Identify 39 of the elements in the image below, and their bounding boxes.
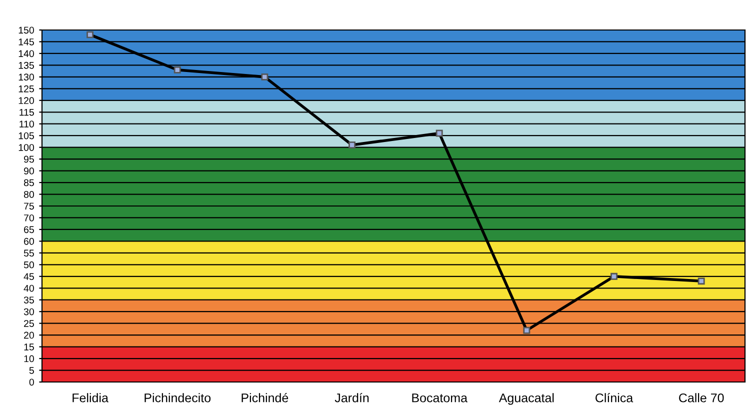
y-tick-label: 50 — [24, 261, 34, 268]
y-tick-label: 45 — [24, 273, 34, 280]
x-tick-label: Clínica — [596, 392, 634, 402]
y-tick-label: 130 — [18, 74, 34, 81]
y-tick-label: 140 — [18, 50, 34, 58]
x-tick-label: Aguacatal — [498, 393, 554, 405]
y-tick-label: 105 — [18, 132, 34, 140]
y-tick-label: 150 — [18, 26, 34, 34]
y-tick-label: 60 — [24, 238, 34, 245]
y-tick-label: 110 — [20, 120, 34, 128]
y-tick-label: 145 — [18, 38, 34, 46]
y-tick-label: 120 — [18, 97, 34, 104]
y-tick-label: 75 — [24, 202, 34, 210]
y-tick-label: 70 — [24, 214, 34, 222]
x-tick-label: Calle 70 — [679, 393, 724, 402]
y-tick-label: 135 — [18, 62, 34, 69]
y-tick-label: 115 — [20, 108, 34, 116]
y-tick-label: 80 — [24, 191, 34, 198]
y-tick-label: 125 — [18, 85, 34, 92]
y-tick-label: 15 — [24, 344, 34, 350]
y-tick-label: 25 — [24, 320, 34, 327]
y-tick-label: 65 — [24, 226, 34, 234]
x-tick-label: Pichindé — [242, 392, 288, 402]
y-tick-label: 20 — [24, 332, 34, 339]
y-tick-label: 40 — [24, 284, 34, 292]
y-tick-label: 85 — [24, 179, 34, 186]
x-tick-label: Felidia — [72, 393, 108, 402]
x-tick-label: Jardín — [334, 392, 369, 402]
y-tick-label: 100 — [18, 144, 34, 151]
y-tick-label: 35 — [24, 296, 34, 304]
y-tick-label: 10 — [24, 355, 34, 362]
x-tick-label: Bocatoma — [412, 394, 468, 402]
y-tick-label: 90 — [24, 168, 34, 174]
y-tick-label: 95 — [24, 156, 34, 163]
y-tick-label: 30 — [24, 308, 34, 316]
y-tick-label: 0 — [29, 378, 34, 386]
y-tick-label: 55 — [24, 250, 34, 257]
y-tick-label: 5 — [29, 367, 34, 374]
x-tick-label: Pichindecito — [144, 393, 211, 402]
